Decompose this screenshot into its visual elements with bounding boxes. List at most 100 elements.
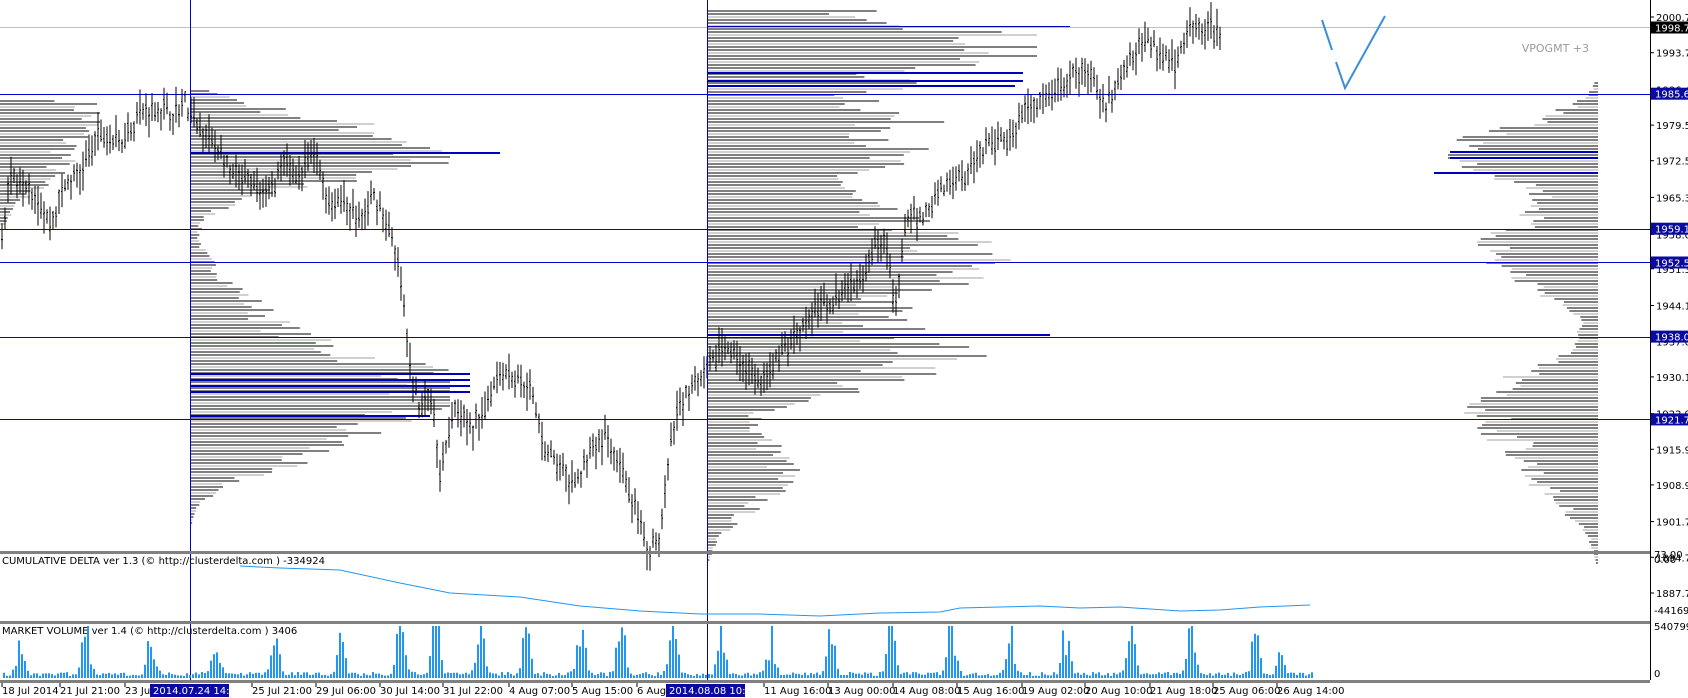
- level-label: 1959.17: [1655, 225, 1688, 236]
- profile-bar: [707, 355, 987, 357]
- profile-bar: [190, 192, 273, 194]
- profile-bar: [707, 283, 969, 285]
- profile-bar: [707, 115, 895, 117]
- volume-bar: [729, 673, 731, 678]
- volume-bar: [552, 676, 554, 678]
- profile-bar: [190, 138, 392, 140]
- volume-bar: [402, 632, 404, 678]
- volume-bar: [1254, 633, 1256, 678]
- profile-bar: [190, 294, 249, 296]
- profile-bar: [0, 208, 13, 210]
- time-tick-label: 21 Jul 21:00: [60, 686, 120, 697]
- volume-bar: [693, 675, 695, 678]
- volume-bar: [759, 672, 761, 678]
- profile-bar: [190, 237, 198, 239]
- volume-bar: [1035, 675, 1037, 678]
- profile-bar: [707, 172, 858, 174]
- volume-bar: [666, 664, 668, 678]
- price-tick-label: 1951.30: [1656, 265, 1688, 276]
- level-label: 1938.00: [1655, 333, 1688, 344]
- profile-bar: [190, 318, 249, 320]
- profile-bar: [707, 181, 843, 183]
- profile-bar: [190, 210, 211, 212]
- profile-bar: [1553, 496, 1598, 498]
- projection-line: [1335, 15, 1386, 91]
- profile-bar: [1595, 559, 1598, 561]
- volume-bar: [1014, 664, 1016, 678]
- volume-bar: [168, 672, 170, 678]
- volume-axis-label: 540799: [1654, 622, 1688, 633]
- profile-bar: [190, 129, 339, 131]
- market-volume-label: MARKET VOLUME ver 1.4 (© http://clusterd…: [2, 626, 297, 637]
- price-tick-label: 1915.90: [1656, 445, 1688, 456]
- volume-axis-label: 0: [1654, 669, 1660, 680]
- volume-bar: [294, 675, 296, 678]
- profile-bar: [1462, 136, 1598, 138]
- volume-bar: [1032, 676, 1034, 678]
- profile-bar: [1528, 484, 1598, 486]
- volume-bar: [321, 675, 323, 678]
- volume-bar: [588, 670, 590, 678]
- profile-bar: [707, 319, 908, 321]
- volume-bar: [342, 642, 344, 678]
- profile-bar: [190, 387, 450, 389]
- volume-bar: [333, 671, 335, 678]
- profile-bar: [1505, 454, 1598, 456]
- volume-bar: [60, 672, 62, 678]
- profile-bar: [190, 264, 216, 266]
- profile-bar: [707, 97, 844, 99]
- profile-bar: [707, 463, 794, 465]
- profile-bar: [707, 346, 970, 348]
- profile-bar: [1517, 436, 1598, 438]
- profile-bar: [190, 468, 273, 470]
- volume-bar: [1224, 674, 1226, 678]
- profile-bar: [1534, 226, 1598, 228]
- profile-bar: [190, 489, 219, 491]
- volume-bar: [84, 636, 86, 678]
- profile-bar: [190, 159, 411, 161]
- volume-bar: [618, 641, 620, 678]
- volume-bar: [399, 626, 401, 678]
- profile-bar: [1509, 247, 1598, 249]
- profile-bar: [0, 199, 21, 201]
- volume-bar: [1107, 673, 1109, 678]
- volume-bar: [507, 672, 509, 678]
- profile-bar: [1488, 130, 1598, 132]
- profile-bar: [1577, 331, 1598, 333]
- volume-bar: [777, 667, 779, 678]
- volume-bar: [90, 664, 92, 678]
- profile-bar: [190, 234, 200, 236]
- profile-bar: [0, 109, 74, 111]
- delta-axis-label: 0.00: [1654, 555, 1676, 566]
- volume-bar: [624, 635, 626, 678]
- volume-bar: [474, 662, 476, 678]
- volume-bar: [1140, 674, 1142, 678]
- profile-bar: [1495, 235, 1598, 237]
- volume-bar: [615, 647, 617, 678]
- volume-bar: [582, 630, 584, 678]
- volume-bar: [465, 672, 467, 678]
- volume-bar: [945, 657, 947, 678]
- profile-bar: [707, 136, 849, 138]
- volume-bar: [579, 646, 581, 678]
- profile-bar: [190, 507, 197, 509]
- profile-bar: [1538, 367, 1598, 369]
- volume-bar: [1029, 672, 1031, 678]
- profile-bar: [0, 175, 56, 177]
- profile-bar: [0, 154, 71, 156]
- profile-bar: [190, 120, 337, 122]
- volume-bar: [1287, 673, 1289, 678]
- time-tick-label: 6 Aug 2: [637, 686, 676, 697]
- profile-bar: [1537, 481, 1598, 483]
- volume-bar: [357, 674, 359, 678]
- volume-bar: [954, 655, 956, 678]
- profile-bar: [1523, 460, 1598, 462]
- profile-bar: [190, 144, 402, 146]
- volume-bar: [558, 672, 560, 678]
- profile-bar: [707, 124, 855, 126]
- profile-bar: [190, 333, 311, 335]
- profile-bar: [1482, 424, 1598, 426]
- current-price-label-bg: [1651, 21, 1688, 34]
- profile-bar: [707, 343, 940, 345]
- volume-bar: [1296, 675, 1298, 678]
